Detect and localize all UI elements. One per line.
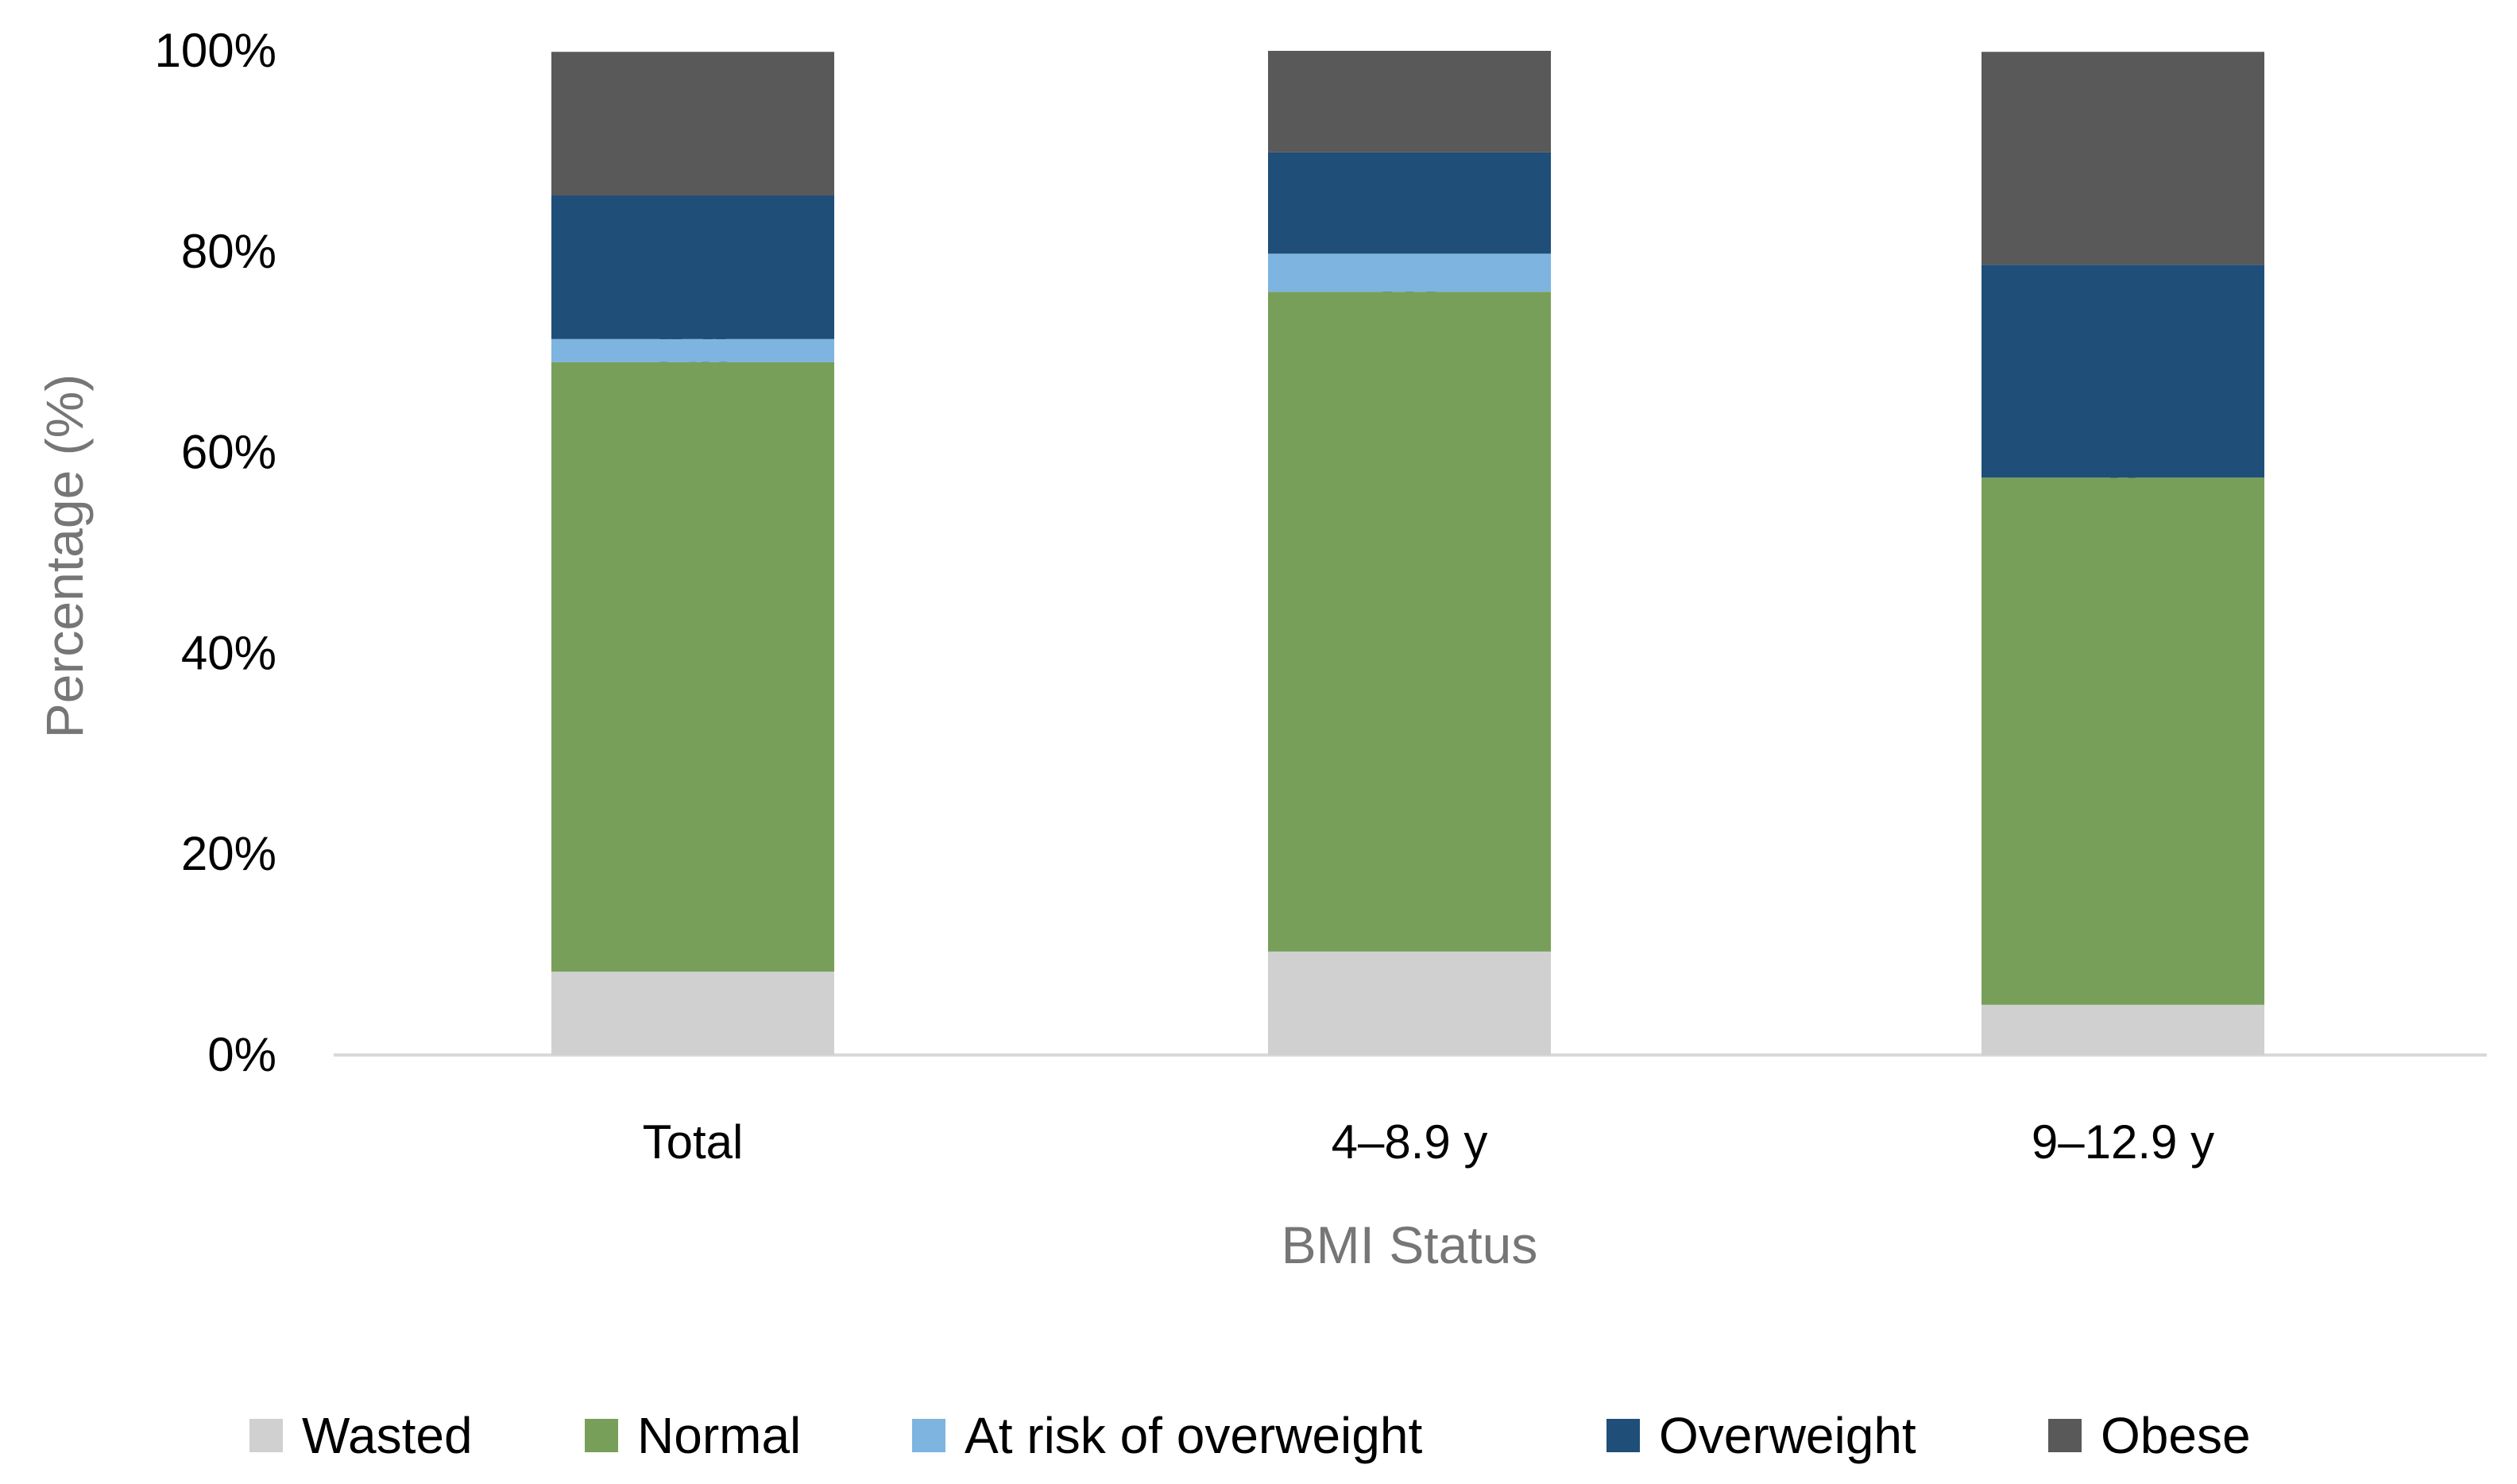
bar-segment-at-risk-of-overweight [1268,253,1551,292]
bar-segment-overweight [1268,152,1551,254]
y-tick-label: 100% [155,24,276,77]
legend-swatch [912,1419,945,1452]
legend-item-wasted: Wasted [249,1407,473,1464]
x-axis-ticks: Total 4–8.9 y 9–12.9 y [643,1115,2214,1169]
legend-label: At risk of overweight [965,1407,1422,1464]
legend-swatch [249,1419,283,1452]
bar-segment-obese [1268,51,1551,153]
y-tick-label: 20% [181,827,276,880]
legend-swatch [2048,1419,2082,1452]
bar-segment-at-risk-of-overweight [551,338,834,362]
x-tick-label: 4–8.9 y [1332,1115,1488,1169]
bar-stack [1268,51,1551,1055]
y-axis-ticks: 0% 20% 40% 60% 80% 100% [155,24,276,1081]
y-axis-title: Percentage (%) [35,374,94,739]
bar-stack [551,52,834,1055]
bar-segment-normal [1982,477,2264,1005]
x-tick-label: Total [643,1115,744,1169]
legend-label: Overweight [1659,1407,1916,1464]
bar-segment-normal [1268,292,1551,952]
legend-label: Wasted [302,1407,473,1464]
legend-swatch [585,1419,618,1452]
y-tick-label: 80% [181,225,276,278]
bar-segment-wasted [551,972,834,1055]
bar-segment-obese [551,52,834,196]
bar-stack [1982,52,2264,1055]
legend-item-obese: Obese [2048,1407,2251,1464]
legend-label: Obese [2101,1407,2251,1464]
y-tick-label: 60% [181,426,276,479]
y-tick-label: 0% [207,1028,276,1081]
legend-swatch [1606,1419,1640,1452]
x-tick-label: 9–12.9 y [2032,1115,2214,1169]
legend-label: Normal [637,1407,801,1464]
y-tick-label: 40% [181,626,276,679]
legend-item-normal: Normal [585,1407,801,1464]
bar-segment-overweight [1982,265,2264,478]
bar-segment-obese [1982,52,2264,265]
bars: 8.360.72.314.314.310.365.73.810.110.1552… [551,51,2264,1060]
bar-segment-overweight [551,195,834,339]
legend: Wasted Normal At risk of overweight Overwei… [249,1407,2251,1464]
bar-segment-wasted [1268,951,1551,1055]
x-axis-title: BMI Status [1282,1215,1538,1274]
bar-segment-normal [551,361,834,972]
bar-segment-wasted [1982,1004,2264,1055]
legend-item-at-risk-of-overweight: At risk of overweight [912,1407,1422,1464]
legend-item-overweight: Overweight [1606,1407,1916,1464]
